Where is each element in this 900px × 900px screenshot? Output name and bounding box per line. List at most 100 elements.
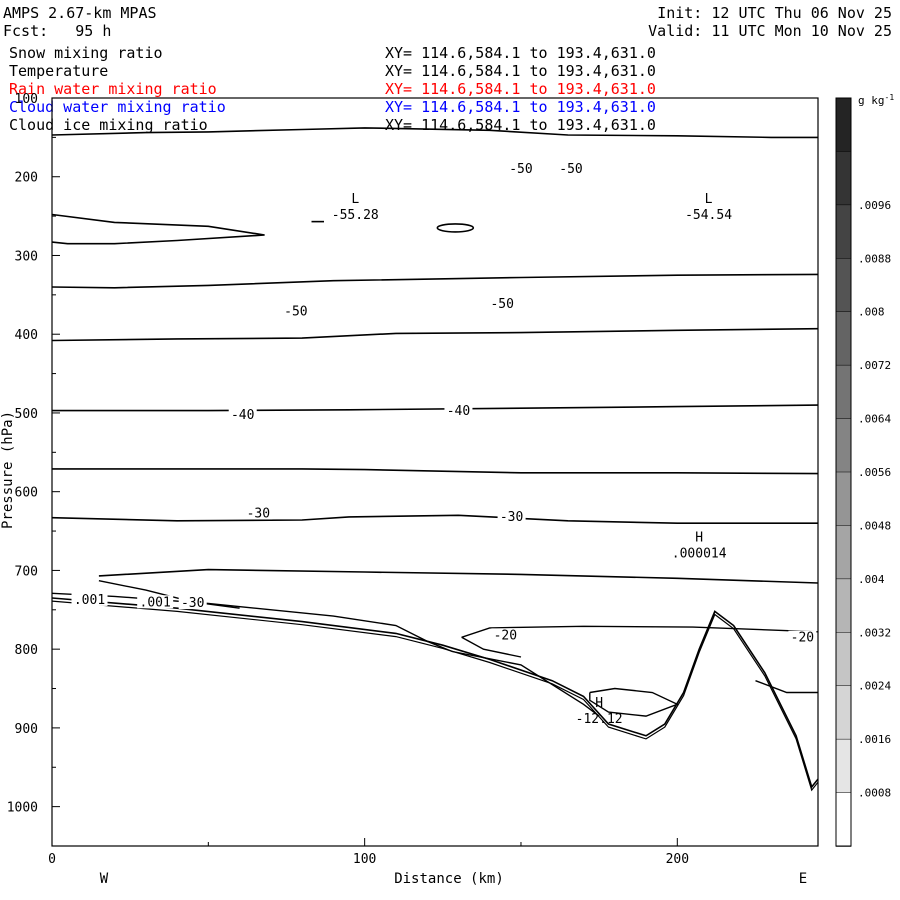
- y-axis-label: Pressure (hPa): [0, 411, 16, 529]
- colorbar-tick-label: .0056: [858, 466, 891, 479]
- x-axis-label: Distance (km): [394, 871, 504, 887]
- contour-label: -50: [490, 297, 513, 312]
- colorbar-unit: g kg-1: [858, 93, 894, 107]
- terrain-line: [52, 600, 818, 792]
- contour-label: -20: [494, 628, 517, 643]
- contour-label-bg: [178, 596, 207, 610]
- temperature-contour: [98, 568, 818, 584]
- terrain-outline: [52, 580, 818, 792]
- field-range: XY= 114.6,584.1 to 193.4,631.0: [385, 80, 656, 98]
- temperature-contour: [52, 514, 818, 525]
- field-name: Cloud water mixing ratio: [9, 98, 226, 116]
- valid-time: Valid: 11 UTC Mon 10 Nov 25: [648, 22, 892, 40]
- colorbar-tick-label: .008: [858, 306, 885, 319]
- colorbar-unit-exponent: -1: [885, 93, 895, 102]
- colorbar-tick-label: .0048: [858, 519, 891, 532]
- y-tick-label: 700: [15, 564, 38, 579]
- contour-label-bg: [788, 630, 817, 644]
- colorbar-tick-label: .0032: [858, 626, 891, 639]
- contour-label-bg: [244, 506, 273, 520]
- colorbar-tick-label: .0008: [858, 787, 891, 800]
- contour-label: -30: [500, 510, 523, 525]
- contour-label: -30: [181, 596, 204, 611]
- colorbar-swatch: [835, 204, 852, 260]
- temperature-contour: [52, 127, 818, 139]
- contour-label-bg: [557, 162, 586, 176]
- x-tick-label: 100: [353, 852, 376, 867]
- colorbar-swatch: [835, 418, 852, 473]
- field-range: XY= 114.6,584.1 to 193.4,631.0: [385, 62, 656, 80]
- y-tick-label: 900: [15, 722, 38, 737]
- y-tick-label: 300: [15, 249, 38, 264]
- contour-label: -50: [284, 305, 307, 320]
- extremum-value: -55.28: [332, 208, 379, 223]
- colorbar-swatch: [835, 364, 852, 420]
- contour-label-bg: [228, 407, 257, 421]
- colorbar-frame: [835, 97, 852, 847]
- east-label: E: [799, 871, 807, 887]
- contour-label-bg: [444, 403, 473, 417]
- west-label: W: [100, 871, 109, 887]
- field-name: Temperature: [9, 62, 109, 80]
- contour-label-bg: [491, 628, 520, 642]
- extremum-value: -54.54: [685, 208, 732, 223]
- contour-label: .001: [140, 595, 171, 610]
- field-range: XY= 114.6,584.1 to 193.4,631.0: [385, 98, 656, 116]
- colorbar-tick-label: .0064: [858, 413, 891, 426]
- x-tick-label: 0: [48, 852, 56, 867]
- extremum-letter: L: [351, 192, 359, 207]
- contour-label: -40: [231, 408, 254, 423]
- model-title: AMPS 2.67-km MPAS: [3, 4, 157, 22]
- y-tick-label: 500: [15, 407, 38, 422]
- contour-label: -50: [509, 162, 532, 177]
- contour-label: -40: [447, 404, 470, 419]
- x-tick-label: 200: [666, 852, 689, 867]
- field-name: Cloud ice mixing ratio: [9, 116, 208, 134]
- colorbar-swatch: [835, 258, 852, 313]
- contour-label-bg: [281, 304, 310, 318]
- contour-label-bg: [497, 510, 526, 524]
- colorbar-swatch: [835, 151, 852, 206]
- extremum-letter: H: [595, 696, 603, 711]
- temperature-contour: [436, 223, 475, 233]
- extremum-value: -12.12: [576, 712, 623, 727]
- temperature-contour: [52, 468, 818, 475]
- temperature-contour: [52, 404, 818, 412]
- low-level-contour: [589, 687, 680, 717]
- terrain-line: [52, 597, 818, 789]
- temperature-contour: [52, 213, 265, 245]
- low-level-contour: [461, 636, 522, 658]
- low-level-contour: [461, 625, 818, 638]
- colorbar-swatch: [835, 525, 852, 580]
- y-tick-label: 400: [15, 328, 38, 343]
- colorbar-tick-label: .004: [858, 573, 885, 586]
- contour-label: -50: [559, 162, 582, 177]
- field-name: Rain water mixing ratio: [9, 80, 217, 98]
- colorbar-swatch: [835, 738, 852, 794]
- colorbar-tick-label: .0096: [858, 199, 891, 212]
- colorbar-swatch: [835, 792, 852, 847]
- extremum-value: .000014: [672, 547, 727, 562]
- contour-label: .001: [74, 593, 105, 608]
- temperature-contour: [52, 273, 818, 289]
- colorbar-swatch: [835, 685, 852, 740]
- forecast-hour: Fcst: 95 h: [3, 22, 112, 40]
- contour-label: -30: [247, 506, 270, 521]
- field-range: XY= 114.6,584.1 to 193.4,631.0: [385, 44, 656, 62]
- contour-label-bg: [137, 595, 174, 609]
- init-time: Init: 12 UTC Thu 06 Nov 25: [657, 4, 892, 22]
- contour-label-bg: [71, 592, 108, 606]
- contour-label-bg: [506, 162, 535, 176]
- colorbar-swatch: [835, 632, 852, 687]
- colorbar-swatch: [835, 471, 852, 527]
- extremum-letter: H: [695, 531, 703, 546]
- temperature-contour: [52, 327, 818, 342]
- plot-frame: [51, 97, 819, 847]
- colorbar-tick-label: .0016: [858, 733, 891, 746]
- contour-label: -20: [791, 631, 814, 646]
- colorbar-tick-label: .0088: [858, 252, 891, 265]
- y-tick-label: 600: [15, 486, 38, 501]
- colorbar-unit-text: g kg: [858, 94, 885, 107]
- extremum-letter: L: [705, 192, 713, 207]
